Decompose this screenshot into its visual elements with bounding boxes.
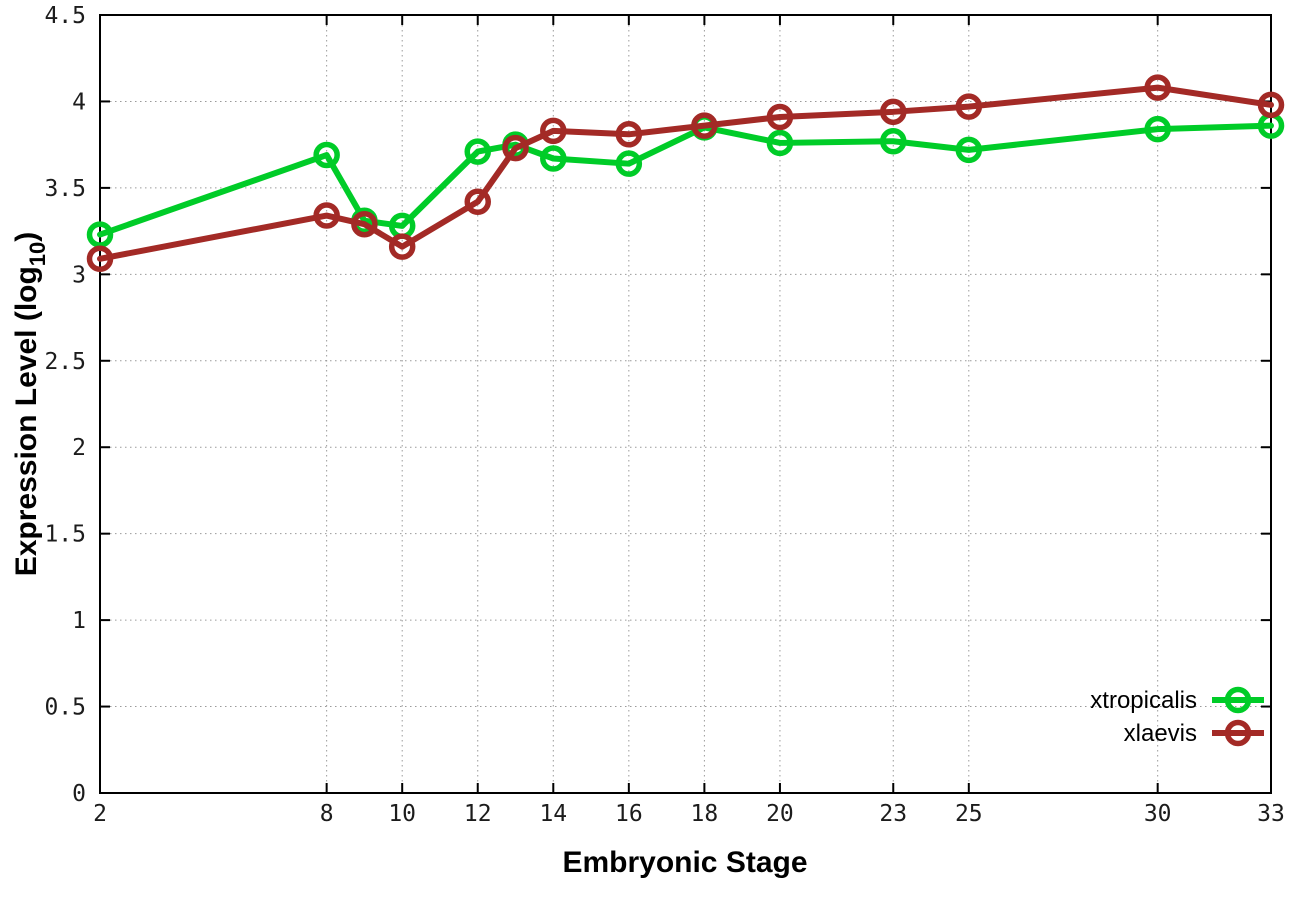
y-tick-label-2.5: 2.5 [44, 349, 86, 375]
data-point-xlaevis-25 [955, 93, 983, 120]
data-point-xtropicalis-30 [1144, 115, 1171, 143]
y-tick-label-3: 3 [72, 262, 86, 288]
x-tick-label-16: 16 [615, 801, 643, 827]
data-point-xtropicalis-8 [313, 141, 340, 169]
y-tick-label-0.5: 0.5 [44, 695, 86, 721]
data-point-xtropicalis-23 [880, 127, 907, 155]
y-tick-label-3.5: 3.5 [44, 176, 86, 202]
grid-layer [99, 14, 1272, 794]
x-tick-label-25: 25 [955, 801, 983, 827]
x-tick-label-8: 8 [320, 801, 334, 827]
data-point-xlaevis-30 [1144, 74, 1171, 101]
data-point-xlaevis-2 [86, 245, 114, 273]
data-point-xtropicalis-14 [540, 145, 567, 172]
x-tick-label-2: 2 [93, 801, 107, 827]
y-tick-label-1.5: 1.5 [44, 522, 86, 548]
legend-label-xlaevis: xlaevis [1124, 720, 1197, 747]
x-tick-label-33: 33 [1257, 801, 1285, 827]
legend-label-xtropicalis: xtropicalis [1090, 687, 1197, 714]
data-point-xtropicalis-12 [464, 138, 491, 165]
y-axis-title-subscript: 10 [25, 242, 50, 266]
plot-border [99, 14, 1272, 794]
x-tick-label-20: 20 [766, 801, 794, 827]
series-line-xtropicalis [97, 122, 1274, 238]
y-axis-title: Expression Level (log10) [10, 232, 50, 577]
data-point-xlaevis-16 [615, 121, 643, 148]
legend-marker-xlaevis [1224, 719, 1252, 747]
y-tick-label-0: 0 [72, 781, 86, 807]
y-axis-title-main: Expression Level (log [10, 266, 43, 576]
y-tick-label-2: 2 [72, 435, 86, 461]
data-layer [86, 74, 1285, 273]
data-point-xlaevis-18 [691, 112, 718, 139]
data-point-xtropicalis-20 [766, 129, 794, 157]
y-tick-label-1: 1 [72, 608, 86, 634]
data-point-xlaevis-23 [880, 98, 907, 126]
data-point-xtropicalis-25 [955, 136, 983, 164]
axes-layer: 2 8 10 12 14 16 18 20 23 25 30 33 0 0.5 1 1.5 2 2.5 3 3.5 4 4… [44, 3, 1284, 827]
data-point-xlaevis-8 [313, 202, 340, 229]
legend-marker-xtropicalis [1224, 686, 1252, 714]
data-point-xlaevis-10 [388, 233, 416, 260]
x-tick-label-12: 12 [464, 801, 492, 827]
data-point-xtropicalis-2 [86, 221, 114, 248]
y-axis-title-end: ) [10, 232, 43, 242]
y-tick-label-4: 4 [72, 89, 86, 115]
x-tick-label-30: 30 [1144, 801, 1172, 827]
x-tick-label-14: 14 [539, 801, 567, 827]
x-tick-label-23: 23 [879, 801, 907, 827]
x-tick-label-10: 10 [388, 801, 416, 827]
y-tick-label-4.5: 4.5 [44, 3, 86, 29]
data-point-xlaevis-20 [766, 103, 794, 131]
x-axis-title: Embryonic Stage [562, 846, 807, 879]
data-point-xlaevis-13 [502, 134, 529, 162]
data-point-xlaevis-12 [464, 188, 491, 215]
data-point-xlaevis-14 [540, 117, 567, 145]
data-point-xtropicalis-16 [615, 150, 643, 177]
x-tick-label-18: 18 [691, 801, 719, 827]
data-point-xlaevis-9 [351, 210, 378, 238]
data-point-xlaevis-33 [1257, 91, 1285, 119]
legend: xtropicalis xlaevis [1090, 686, 1264, 747]
